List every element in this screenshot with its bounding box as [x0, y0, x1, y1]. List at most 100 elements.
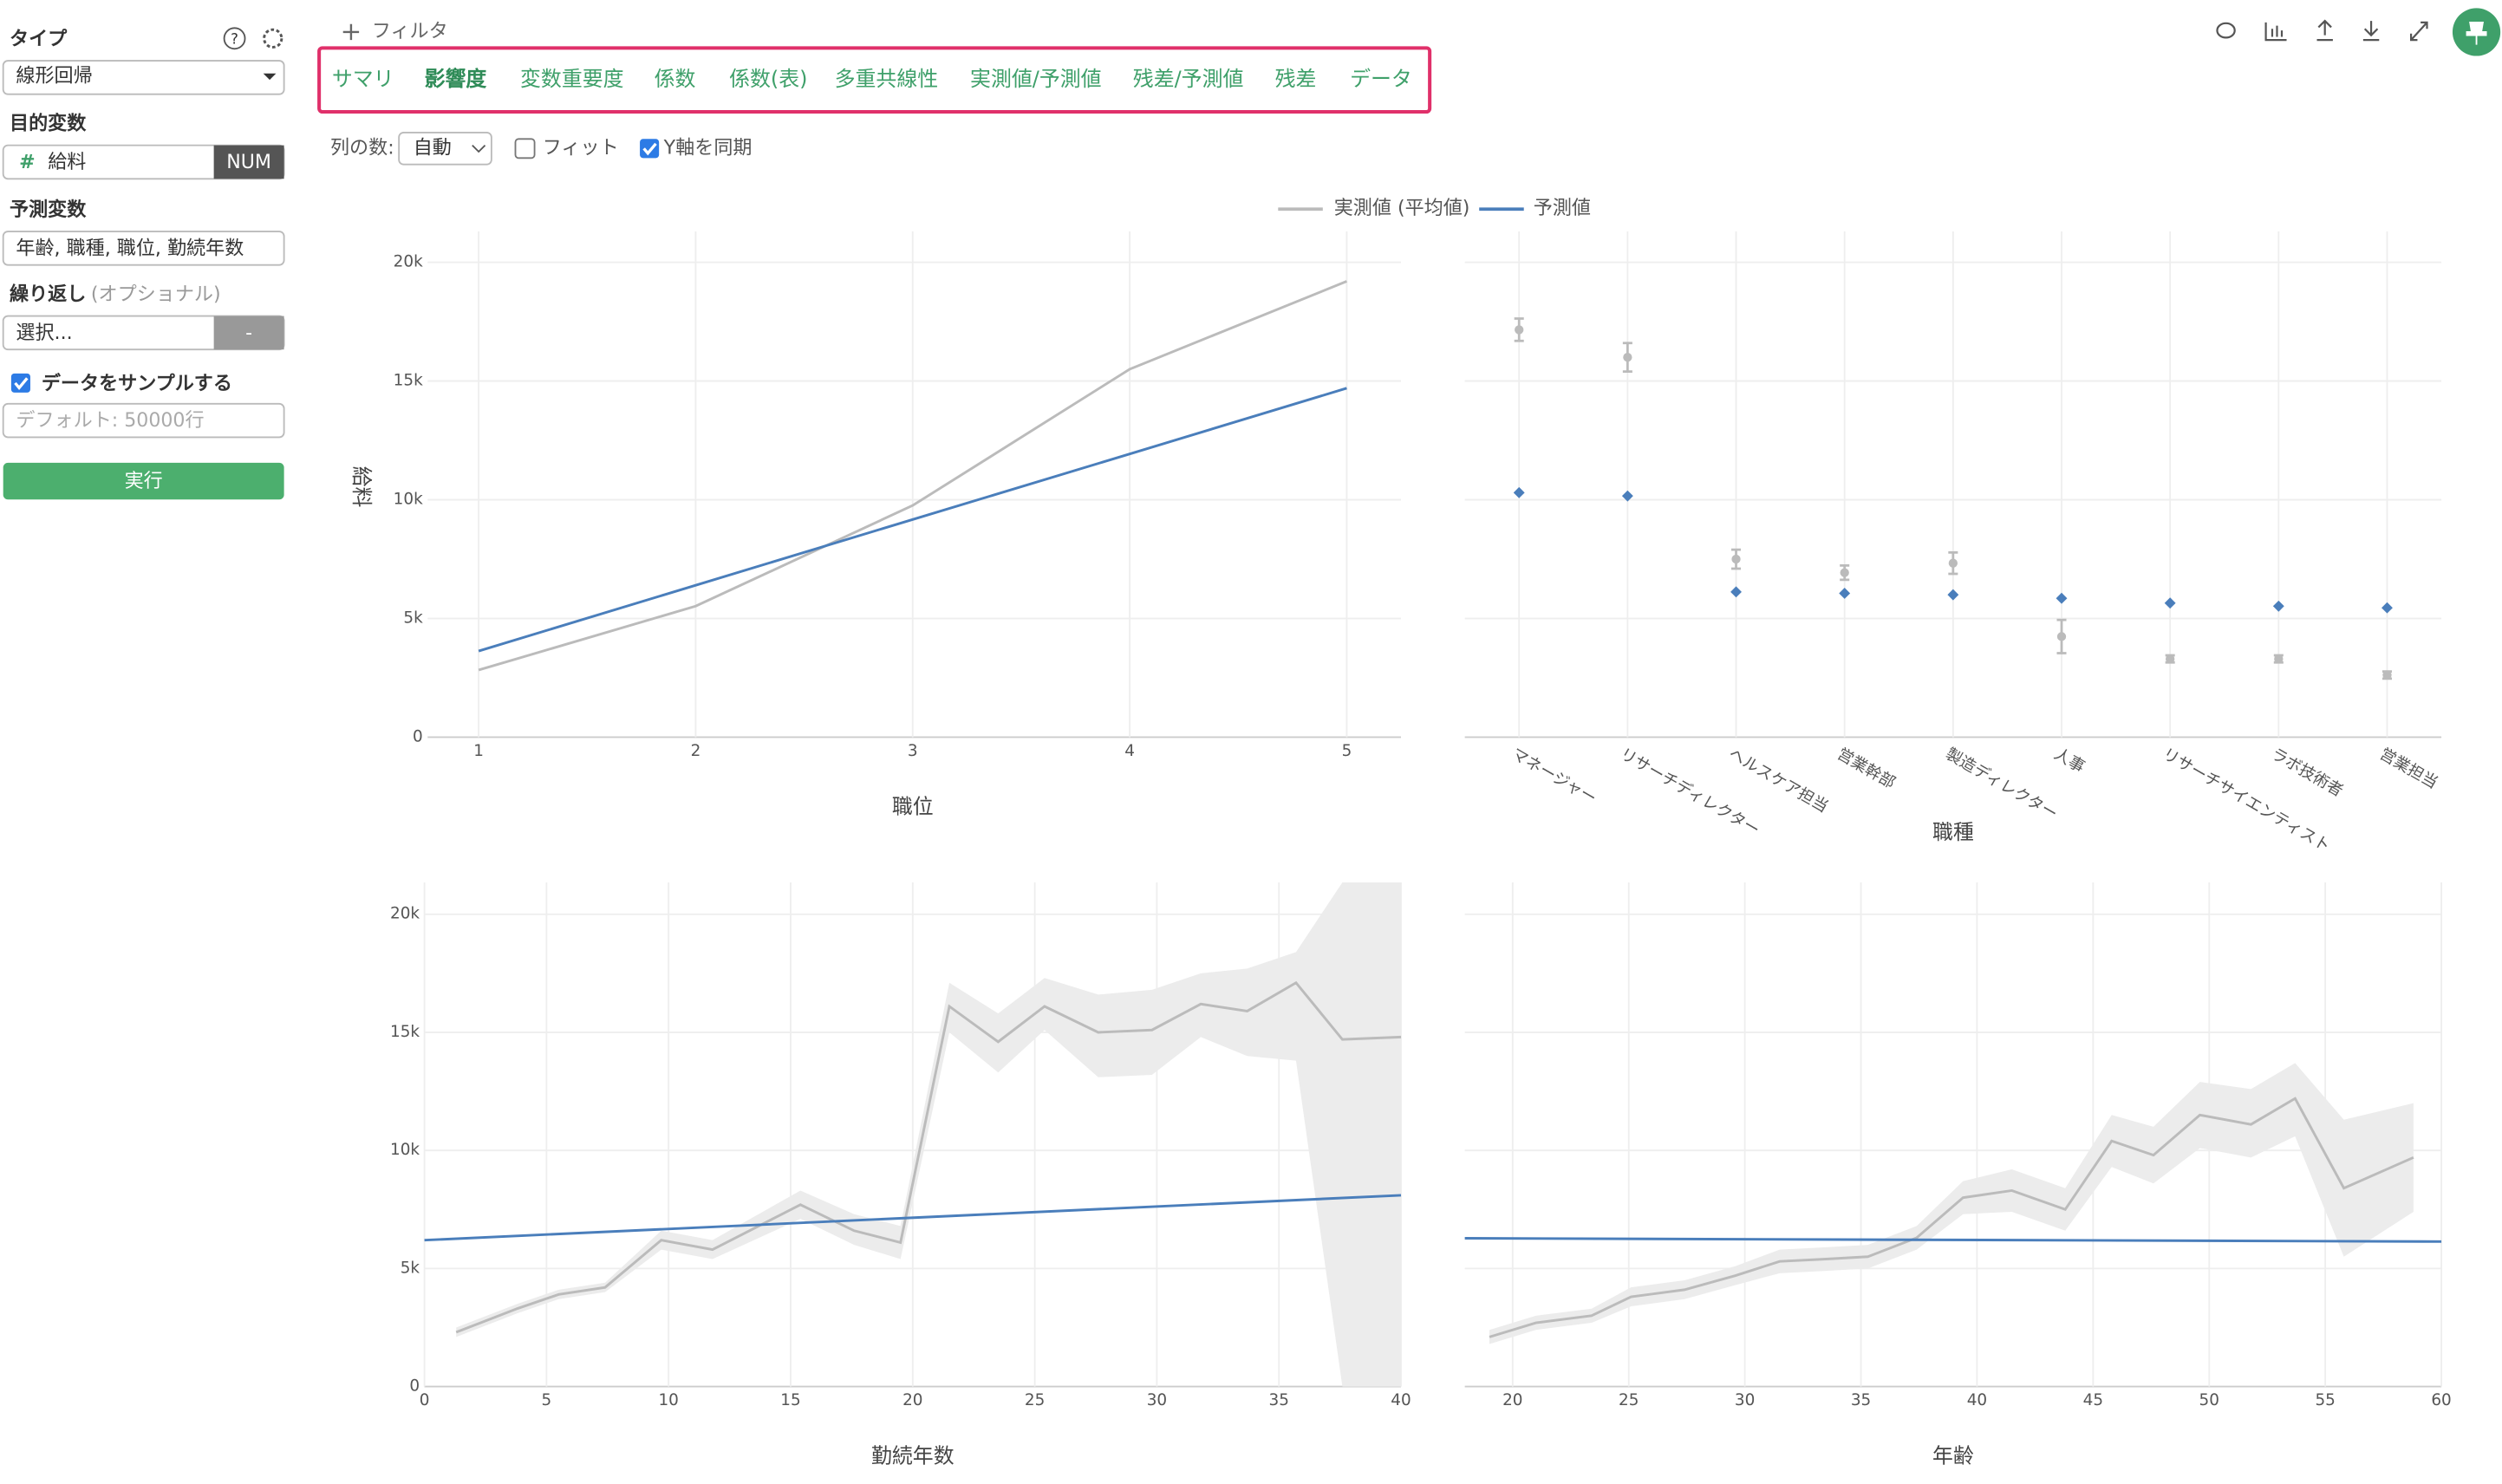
fit-label: フィット — [543, 137, 619, 159]
target-label: 目的変数 — [10, 113, 87, 135]
target-kind-box — [213, 145, 284, 179]
tabs: サマリ 影響度 変数重要度 係数 係数(表) 多重共線性 実測値/予測値 残差/予測値 残差 デー… — [332, 67, 1412, 91]
filter-plus — [342, 23, 360, 41]
point — [1839, 588, 1851, 599]
sync-checkbox[interactable] — [640, 139, 660, 159]
tab[interactable]: 係数 — [655, 67, 696, 91]
x-tick-label: 40 — [1391, 1391, 1411, 1409]
x-tick-label: 25 — [1619, 1391, 1639, 1409]
run-button[interactable] — [3, 462, 284, 500]
y-tick-label: 0 — [413, 727, 423, 745]
series-line — [424, 1194, 1402, 1242]
y-tick-label: 10k — [394, 491, 423, 509]
series-line — [478, 280, 1347, 672]
sync-label: Y軸を同期 — [663, 137, 753, 159]
tab[interactable]: 変数重要度 — [520, 67, 624, 91]
select-caret — [263, 73, 277, 81]
x-tick-label: 5 — [542, 1391, 552, 1409]
point — [1840, 568, 1849, 577]
x-axis-label: 年齢 — [1932, 1444, 1974, 1468]
y-tick-label: 5k — [403, 609, 423, 628]
sample-placeholder: デフォルト: 50000行 — [16, 410, 204, 432]
point — [1623, 353, 1632, 362]
tab[interactable]: 残差/予測値 — [1133, 67, 1244, 91]
tab[interactable]: 実測値/予測値 — [970, 67, 1102, 91]
x-tick-label: 30 — [1147, 1391, 1167, 1409]
x-tick-label: 35 — [1851, 1391, 1871, 1409]
x-tick-label: 20 — [1502, 1391, 1522, 1409]
x-tick-label: 1 — [473, 742, 484, 760]
x-axis-label: 職位 — [892, 794, 934, 818]
predictors-field[interactable] — [2, 231, 285, 266]
repeat-label: 繰り返し — [10, 283, 86, 306]
x-tick-label: 45 — [2083, 1391, 2103, 1409]
help-glyph: ? — [231, 31, 238, 48]
download-icon[interactable] — [2362, 21, 2380, 42]
settings-icon[interactable] — [263, 28, 283, 49]
x-tick-label: ヘルスケア担当 — [1725, 745, 1831, 817]
repeat-value: 選択... — [16, 322, 72, 344]
y-tick-label: 20k — [390, 905, 420, 923]
upload-icon[interactable] — [2316, 19, 2333, 42]
x-axis-label: 勤続年数 — [871, 1444, 955, 1468]
point — [2382, 670, 2392, 680]
x-tick-label: 製造ディレクター — [1942, 745, 2060, 823]
point — [2164, 597, 2176, 609]
columns-label: 列の数: — [330, 137, 394, 159]
repeat-button[interactable] — [213, 316, 284, 350]
point — [2274, 654, 2284, 664]
point — [2272, 600, 2284, 612]
expand-icon[interactable] — [2409, 21, 2428, 42]
y-tick-label: 5k — [401, 1259, 420, 1277]
x-tick-label: 2 — [691, 742, 701, 760]
x-tick-label: 55 — [2315, 1391, 2335, 1409]
x-tick-label: マネージャー — [1508, 745, 1600, 808]
x-tick-label: 営業幹部 — [1834, 745, 1898, 792]
point — [1948, 558, 1958, 568]
repeat-optional: (オプショナル) — [91, 284, 221, 306]
x-tick-label: 60 — [2431, 1391, 2451, 1409]
fit-checkbox[interactable] — [514, 138, 536, 159]
tab[interactable]: 影響度 — [425, 67, 487, 91]
columns-select[interactable] — [398, 131, 492, 166]
tab[interactable]: データ — [1350, 67, 1412, 91]
x-tick-label: 20 — [902, 1391, 922, 1409]
help-icon[interactable] — [223, 27, 246, 50]
comment-icon[interactable] — [2216, 22, 2236, 39]
x-tick-label: 25 — [1025, 1391, 1045, 1409]
toolbar-icons — [2216, 19, 2428, 42]
type-select[interactable] — [2, 60, 285, 95]
tab[interactable]: 残差 — [1275, 67, 1317, 91]
tab[interactable]: 係数(表) — [729, 67, 807, 91]
point — [1730, 586, 1742, 598]
series-line — [478, 387, 1347, 653]
point — [2381, 602, 2393, 614]
pin-icon — [2466, 21, 2487, 45]
x-tick-label: 4 — [1124, 742, 1135, 760]
x-tick-label: 35 — [1269, 1391, 1289, 1409]
legend-label: 実測値 (平均値) — [1334, 198, 1470, 219]
tabs-highlight — [317, 46, 1432, 114]
target-value: 給料 — [48, 152, 86, 173]
point — [1731, 554, 1741, 564]
tab[interactable]: サマリ — [332, 67, 394, 91]
x-tick-label: 5 — [1342, 742, 1352, 760]
filter[interactable]: フィルタ — [372, 21, 448, 42]
point — [2166, 654, 2175, 664]
chart-icon[interactable] — [2264, 22, 2287, 42]
x-tick-label: 人事 — [2051, 745, 2088, 777]
sample-input[interactable] — [2, 402, 285, 439]
sample-checkbox[interactable] — [10, 373, 30, 393]
point — [2056, 632, 2067, 641]
x-tick-label: ラボ技術者 — [2268, 745, 2346, 800]
x-tick-label: 15 — [780, 1391, 800, 1409]
check — [14, 377, 29, 390]
check — [642, 142, 657, 156]
x-tick-label: 40 — [1967, 1391, 1987, 1409]
confidence-band — [1489, 1063, 2414, 1344]
sample-label: データをサンプルする — [42, 373, 232, 395]
repeat-button-text: - — [245, 322, 252, 344]
tab[interactable]: 多重共線性 — [835, 67, 939, 91]
run-button-text: 実行 — [125, 471, 163, 492]
